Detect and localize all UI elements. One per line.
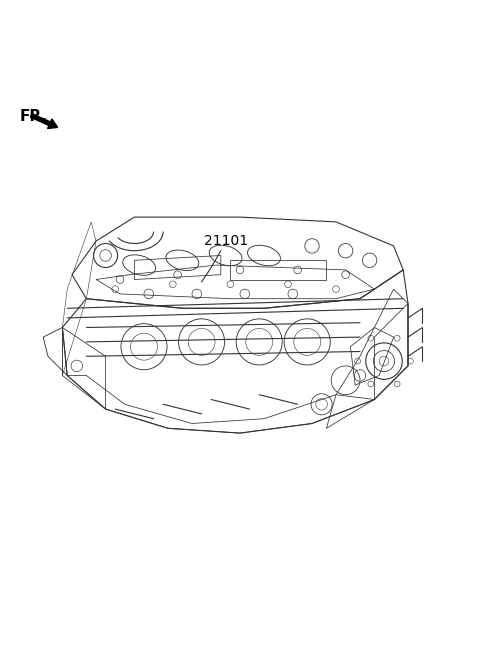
FancyArrow shape (30, 113, 58, 128)
Text: 21101: 21101 (204, 234, 248, 248)
Text: FR.: FR. (19, 109, 47, 124)
